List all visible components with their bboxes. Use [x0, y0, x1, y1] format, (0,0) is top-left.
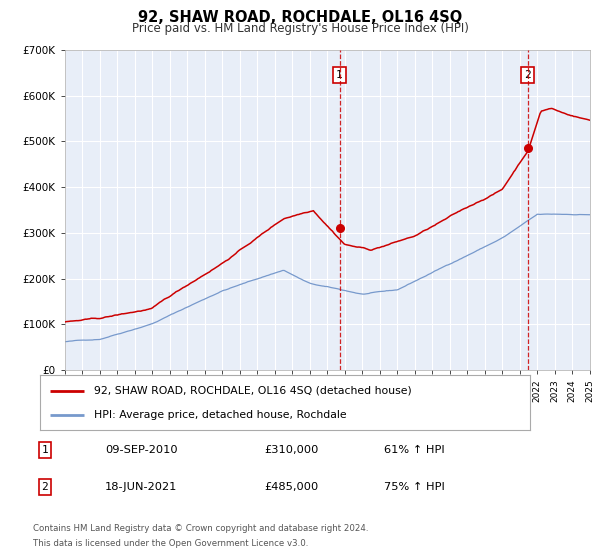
Text: 92, SHAW ROAD, ROCHDALE, OL16 4SQ (detached house): 92, SHAW ROAD, ROCHDALE, OL16 4SQ (detac…: [94, 386, 412, 395]
Text: 75% ↑ HPI: 75% ↑ HPI: [384, 482, 445, 492]
Text: HPI: Average price, detached house, Rochdale: HPI: Average price, detached house, Roch…: [94, 410, 347, 420]
Text: £310,000: £310,000: [264, 445, 319, 455]
Text: Contains HM Land Registry data © Crown copyright and database right 2024.: Contains HM Land Registry data © Crown c…: [33, 524, 368, 533]
Text: 61% ↑ HPI: 61% ↑ HPI: [384, 445, 445, 455]
Text: 18-JUN-2021: 18-JUN-2021: [105, 482, 178, 492]
Text: 92, SHAW ROAD, ROCHDALE, OL16 4SQ: 92, SHAW ROAD, ROCHDALE, OL16 4SQ: [138, 10, 462, 25]
Text: 1: 1: [41, 445, 49, 455]
Text: 1: 1: [336, 70, 343, 80]
Text: Price paid vs. HM Land Registry's House Price Index (HPI): Price paid vs. HM Land Registry's House …: [131, 22, 469, 35]
Text: £485,000: £485,000: [264, 482, 318, 492]
Text: This data is licensed under the Open Government Licence v3.0.: This data is licensed under the Open Gov…: [33, 539, 308, 548]
Text: 2: 2: [524, 70, 531, 80]
Text: 2: 2: [41, 482, 49, 492]
Text: 09-SEP-2010: 09-SEP-2010: [105, 445, 178, 455]
